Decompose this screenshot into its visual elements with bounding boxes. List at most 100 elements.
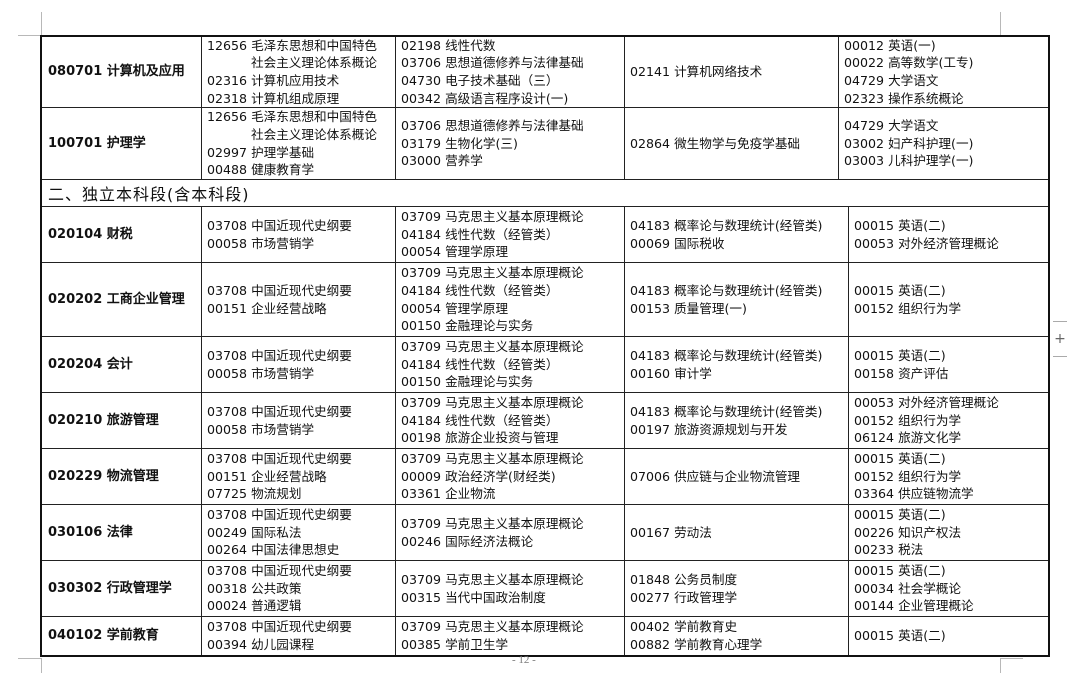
course-line: 00015 英语(二) [854, 451, 946, 467]
table-row: 020229 物流管理 03708 中国近现代史纲要 00151 企业经营战略 077… [42, 448, 1048, 504]
section-title: 二、独立本科段(含本科段) [42, 179, 1048, 206]
major-cell: 040102 学前教育 [48, 628, 159, 644]
course-line: 00160 审计学 [630, 365, 712, 381]
course-line: 07006 供应链与企业物流管理 [630, 468, 801, 484]
major-cell: 020202 工商企业管理 [48, 291, 185, 307]
course-line: 00318 公共政策 [207, 580, 302, 596]
course-line: 00015 英语(二) [854, 347, 946, 363]
expand-button[interactable]: + [1053, 321, 1067, 357]
course-line: 00054 管理学原理 [401, 244, 509, 260]
course-cell: 04183 概率论与数理统计(经管类) 00069 国际税收 [624, 207, 848, 262]
course-cell: 00015 英语(二) [848, 617, 1048, 655]
table-row: 020204 会计 03708 中国近现代史纲要 00058 市场营销学 03709 … [42, 336, 1048, 392]
table-row: 020210 旅游管理 03708 中国近现代史纲要 00058 市场营销学 0370… [42, 392, 1048, 448]
course-cell: 00015 英语(二) 00226 知识产权法 00233 税法 [848, 505, 1048, 560]
course-cell: 02141 计算机网络技术 [624, 37, 838, 107]
course-cell: 03709 马克思主义基本原理概论 04184 线性代数（经管类） 00150 金融… [395, 337, 624, 392]
major-cell: 020229 物流管理 [48, 468, 159, 484]
course-line: 03709 马克思主义基本原理概论 [401, 515, 584, 531]
course-cell: 03709 马克思主义基本原理概论 04184 线性代数（经管类） 00198 旅游… [395, 393, 624, 448]
table-row: 030302 行政管理学 03708 中国近现代史纲要 00318 公共政策 0002… [42, 560, 1048, 616]
course-line: 03708 中国近现代史纲要 [207, 563, 352, 579]
course-line: 02316 计算机应用技术 [207, 73, 340, 88]
course-line: 00385 学前卫生学 [401, 637, 509, 652]
crop-mark-bottom-right-h [1000, 658, 1023, 659]
crop-mark-bottom-right-v [1000, 658, 1001, 673]
course-line: 04183 概率论与数理统计(经管类) [630, 347, 823, 363]
major-cell: 100701 护理学 [48, 135, 146, 151]
course-line: 00022 高等数学(工专) [844, 55, 974, 71]
course-line: 00012 英语(一) [844, 37, 936, 53]
course-line: 04184 线性代数（经管类） [401, 226, 559, 242]
course-cell: 03708 中国近现代史纲要 00058 市场营销学 [201, 393, 395, 448]
course-cell: 00015 英语(二) 00152 组织行为学 [848, 263, 1048, 336]
course-line: 03706 思想道德修养与法律基础 [401, 118, 584, 134]
course-line: 00054 管理学原理 [401, 300, 509, 316]
crop-mark-top-right-v [1000, 12, 1001, 36]
course-line: 02318 计算机组成原理 [207, 90, 340, 106]
course-cell: 02198 线性代数 03706 思想道德修养与法律基础 04730 电子技术基础（… [395, 37, 624, 107]
course-line: 00015 英语(二) [854, 628, 946, 644]
course-cell: 12656 毛泽东思想和中国特色 社会主义理论体系概论 02316 计算机应用技术 0… [201, 37, 395, 107]
course-cell: 07006 供应链与企业物流管理 [624, 449, 848, 504]
major-cell: 020204 会计 [48, 356, 133, 372]
course-cell: 03708 中国近现代史纲要 00058 市场营销学 [201, 207, 395, 262]
course-line: 00315 当代中国政治制度 [401, 589, 546, 605]
course-cell: 04183 概率论与数理统计(经管类) 00197 旅游资源规划与开发 [624, 393, 848, 448]
course-line: 00197 旅游资源规划与开发 [630, 421, 788, 437]
course-line: 00152 组织行为学 [854, 468, 962, 484]
course-line: 00264 中国法律思想史 [207, 542, 340, 558]
course-line: 04183 概率论与数理统计(经管类) [630, 217, 823, 233]
crop-mark-top-left-v [41, 12, 42, 36]
course-cell: 04183 概率论与数理统计(经管类) 00153 质量管理(一) [624, 263, 848, 336]
course-cell: 01848 公务员制度 00277 行政管理学 [624, 561, 848, 616]
course-cell: 00015 英语(二) 00053 对外经济管理概论 [848, 207, 1048, 262]
course-line: 00488 健康教育学 [207, 162, 315, 178]
course-cell: 03709 马克思主义基本原理概论 04184 线性代数（经管类） 00054 管理… [395, 263, 624, 336]
course-line: 社会主义理论体系概论 [251, 126, 377, 142]
plus-icon: + [1054, 331, 1066, 347]
course-cell: 03709 马克思主义基本原理概论 00385 学前卫生学 [395, 617, 624, 655]
course-cell: 03706 思想道德修养与法律基础 03179 生物化学(三) 03000 营养学 [395, 108, 624, 179]
table-row: 020104 财税 03708 中国近现代史纲要 00058 市场营销学 03709 … [42, 206, 1048, 262]
course-cell: 04729 大学语文 03002 妇产科护理(一) 03003 儿科护理学(一) [838, 108, 1048, 179]
course-cell: 00015 英语(二) 00152 组织行为学 03364 供应链物流学 [848, 449, 1048, 504]
course-line: 06124 旅游文化学 [854, 430, 962, 446]
course-line: 03709 马克思主义基本原理概论 [401, 451, 584, 467]
table-row: 040102 学前教育 03708 中国近现代史纲要 00394 幼儿园课程 0370… [42, 616, 1048, 655]
course-line: 07725 物流规划 [207, 486, 302, 502]
course-line: 03709 马克思主义基本原理概论 [401, 395, 584, 411]
course-line: 00058 市场营销学 [207, 235, 315, 251]
course-line: 00151 企业经营战略 [207, 300, 327, 316]
course-line: 04184 线性代数（经管类） [401, 412, 559, 428]
course-line: 03709 马克思主义基本原理概论 [401, 265, 584, 281]
course-line: 00069 国际税收 [630, 235, 725, 251]
course-line: 社会主义理论体系概论 [251, 55, 377, 71]
course-cell: 03708 中国近现代史纲要 00058 市场营销学 [201, 337, 395, 392]
course-line: 03003 儿科护理学(一) [844, 153, 974, 169]
course-cell: 00015 英语(二) 00034 社会学概论 00144 企业管理概论 [848, 561, 1048, 616]
course-line: 00009 政治经济学(财经类) [401, 468, 556, 484]
course-line: 04184 线性代数（经管类） [401, 356, 559, 372]
major-cell: 080701 计算机及应用 [48, 64, 185, 80]
course-line: 00226 知识产权法 [854, 524, 962, 540]
course-line: 00158 资产评估 [854, 365, 949, 381]
course-line: 00015 英语(二) [854, 282, 946, 298]
course-cell: 03708 中国近现代史纲要 00151 企业经营战略 [201, 263, 395, 336]
course-table: 080701 计算机及应用 12656 毛泽东思想和中国特色 社会主义理论体系概论 0… [40, 35, 1050, 657]
course-line: 00151 企业经营战略 [207, 468, 327, 484]
course-cell: 02864 微生物学与免疫学基础 [624, 108, 838, 179]
course-line: 00024 普通逻辑 [207, 598, 302, 614]
course-line: 04183 概率论与数理统计(经管类) [630, 282, 823, 298]
course-line: 03000 营养学 [401, 153, 483, 169]
course-cell: 03709 马克思主义基本原理概论 00315 当代中国政治制度 [395, 561, 624, 616]
course-line: 03709 马克思主义基本原理概论 [401, 209, 584, 225]
course-line: 00015 英语(二) [854, 217, 946, 233]
table-row: 020202 工商企业管理 03708 中国近现代史纲要 00151 企业经营战略 0… [42, 262, 1048, 336]
course-line: 04184 线性代数（经管类） [401, 282, 559, 298]
course-cell: 00012 英语(一) 00022 高等数学(工专) 04729 大学语文 02323… [838, 37, 1048, 107]
course-line: 03709 马克思主义基本原理概论 [401, 571, 584, 587]
course-line: 00150 金融理论与实务 [401, 318, 534, 334]
course-cell: 03708 中国近现代史纲要 00249 国际私法 00264 中国法律思想史 [201, 505, 395, 560]
course-line: 00249 国际私法 [207, 524, 302, 540]
